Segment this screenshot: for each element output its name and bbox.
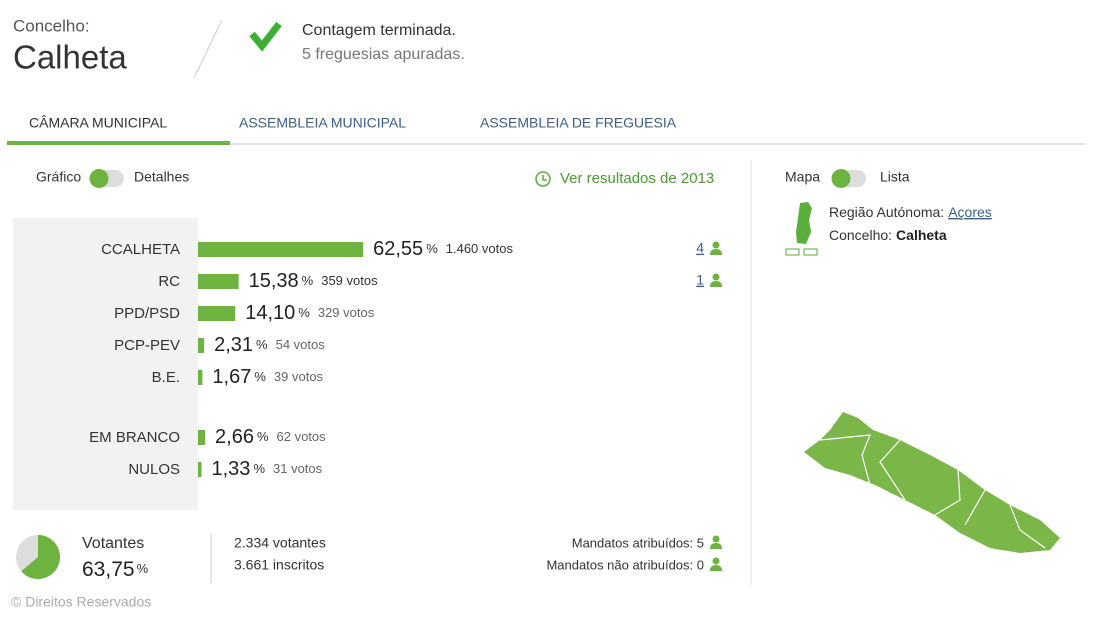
result-bar xyxy=(198,430,206,445)
turnout-text: 63,75% xyxy=(82,558,149,581)
toggle-knob[interactable] xyxy=(831,169,851,188)
person-body xyxy=(710,249,722,255)
percent-value: 1,67 xyxy=(212,366,251,388)
votes: 329 votos xyxy=(318,305,375,320)
turnout-value: 63,75 xyxy=(82,558,135,581)
person-head xyxy=(712,241,720,249)
municipality-name: Calheta xyxy=(13,39,127,76)
region-line: Região Autónoma: Açores xyxy=(829,204,992,220)
mandates-link[interactable]: 4 xyxy=(696,240,704,256)
person-icon xyxy=(710,241,722,255)
count-detail: 5 freguesias apuradas. xyxy=(302,46,465,63)
count-status: Contagem terminada. xyxy=(302,22,456,39)
mandates-assigned: Mandatos atribuídos: 5 xyxy=(572,535,704,550)
percent-unit: % xyxy=(253,461,265,476)
tab[interactable]: ASSEMBLEIA DE FREGUESIA xyxy=(480,115,677,131)
person-icon xyxy=(710,273,722,287)
copyright: © Direitos Reservados xyxy=(11,594,151,610)
percent-value: 2,66 xyxy=(215,426,254,448)
person-head xyxy=(712,557,720,565)
result-text: 1,33% 31 votos xyxy=(212,458,323,480)
result-text: 15,38% 359 votos xyxy=(249,270,378,292)
municipality-line: Concelho: Calheta xyxy=(829,227,947,243)
party-name: RC xyxy=(158,273,180,290)
result-bar xyxy=(198,338,205,353)
votes: 62 votos xyxy=(277,429,327,444)
registered: 3.661 inscritos xyxy=(234,557,324,573)
party-name: EM BRANCO xyxy=(89,429,180,446)
party-name: NULOS xyxy=(128,461,180,478)
toggle-label[interactable]: Lista xyxy=(880,169,910,185)
percent-unit: % xyxy=(137,561,149,576)
party-name: PCP-PEV xyxy=(114,337,180,354)
divider xyxy=(193,19,223,79)
mandates-link[interactable]: 1 xyxy=(696,272,704,288)
percent-unit: % xyxy=(257,429,269,444)
turnout-slice xyxy=(21,535,60,579)
percent-value: 2,31 xyxy=(214,334,253,356)
portugal-icon xyxy=(785,202,818,256)
mandates-unassigned: Mandatos não atribuídos: 0 xyxy=(546,557,704,572)
person-head xyxy=(712,535,720,543)
voters: 2.334 votantes xyxy=(234,535,326,551)
party-name: B.E. xyxy=(152,369,180,386)
active-tab-underline xyxy=(7,141,230,145)
votes: 1.460 votos xyxy=(446,241,514,256)
toggle-label[interactable]: Mapa xyxy=(785,169,820,185)
percent-value: 62,55 xyxy=(373,238,423,260)
label-panel xyxy=(13,218,198,510)
percent-unit: % xyxy=(256,337,268,352)
person-body xyxy=(710,565,722,571)
person-head xyxy=(712,273,720,281)
result-bar xyxy=(198,306,236,321)
result-text: 2,31% 54 votos xyxy=(214,334,325,356)
party-name: CCALHETA xyxy=(101,241,180,258)
result-bar xyxy=(198,462,202,477)
check-icon xyxy=(249,21,282,52)
percent-value: 1,33 xyxy=(212,458,251,480)
votes: 39 votos xyxy=(274,369,324,384)
turnout-label: Votantes xyxy=(82,535,144,552)
person-body xyxy=(710,543,722,549)
toggle-label[interactable]: Detalhes xyxy=(134,169,189,185)
party-name: PPD/PSD xyxy=(114,305,180,322)
percent-unit: % xyxy=(302,273,314,288)
person-body xyxy=(710,281,722,287)
toggle-label[interactable]: Gráfico xyxy=(36,169,81,185)
region-label: Região Autónoma: xyxy=(829,204,944,220)
percent-unit: % xyxy=(426,241,438,256)
votes: 359 votos xyxy=(321,273,378,288)
votes: 54 votos xyxy=(276,337,326,352)
result-bar xyxy=(198,274,239,289)
municipality-label: Concelho: xyxy=(13,16,90,35)
result-bar xyxy=(198,242,364,257)
person-icon xyxy=(710,535,722,549)
region-link[interactable]: Açores xyxy=(948,204,992,220)
result-text: 1,67% 39 votos xyxy=(212,366,323,388)
result-bar xyxy=(198,370,203,385)
percent-value: 14,10 xyxy=(245,302,295,324)
result-text: 62,55% 1.460 votos xyxy=(373,238,513,260)
island-map xyxy=(804,412,1060,553)
tab[interactable]: CÂMARA MUNICIPAL xyxy=(29,115,167,131)
percent-value: 15,38 xyxy=(249,270,299,292)
result-text: 2,66% 62 votos xyxy=(215,426,326,448)
municipality-value: Calheta xyxy=(896,227,947,243)
tab[interactable]: ASSEMBLEIA MUNICIPAL xyxy=(239,115,406,131)
history-icon xyxy=(535,171,551,187)
toggle-knob[interactable] xyxy=(89,169,109,188)
municipality-label: Concelho: xyxy=(829,227,892,243)
person-icon xyxy=(710,557,722,571)
history-link[interactable]: Ver resultados de 2013 xyxy=(560,170,714,187)
percent-unit: % xyxy=(254,369,266,384)
percent-unit: % xyxy=(298,305,310,320)
votes: 31 votos xyxy=(273,461,323,476)
result-text: 14,10% 329 votos xyxy=(245,302,374,324)
